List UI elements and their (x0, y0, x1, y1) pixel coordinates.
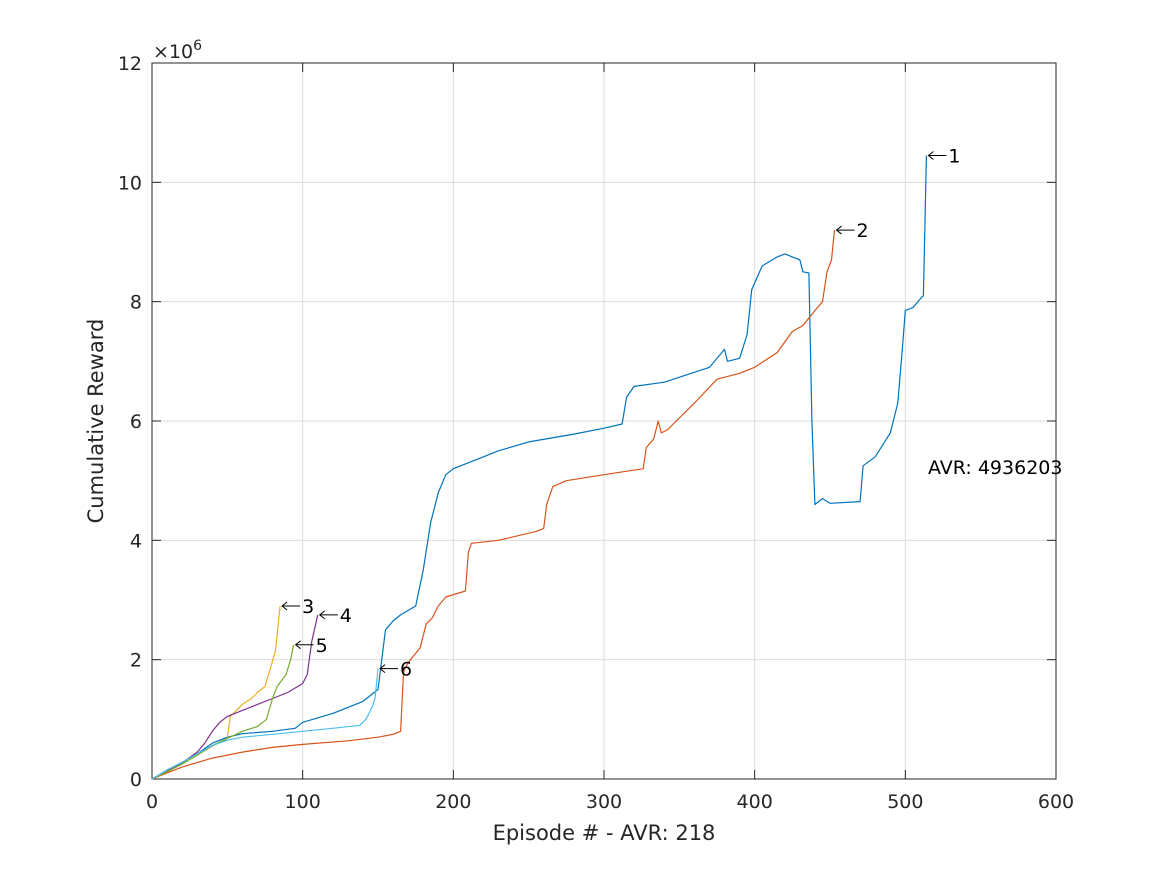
series-line-6 (151, 668, 379, 780)
x-tick-label: 400 (737, 791, 773, 813)
x-tick-label: 300 (586, 791, 622, 813)
series-arrowhead-2 (835, 225, 842, 235)
series-labels: 1 2 3 45 6 (281, 145, 961, 681)
series-line-1 (151, 155, 927, 780)
series-line-3 (151, 605, 281, 780)
series-label-4: 4 (340, 605, 352, 627)
x-tick-label: 600 (1038, 791, 1074, 813)
y-tick-label: 8 (130, 292, 142, 314)
x-axis-label: Episode # - AVR: 218 (493, 821, 716, 845)
y-tick-label: 4 (130, 530, 142, 552)
series-label-3: 3 (302, 596, 314, 618)
series-label-5: 5 (316, 635, 328, 657)
avr-annotation: AVR: 4936203 (928, 457, 1062, 479)
y-tick-label: 2 (130, 650, 142, 672)
y-tick-label: 0 (130, 769, 142, 791)
x-tick-label: 200 (435, 791, 471, 813)
series-arrowhead-3 (281, 601, 288, 611)
x-tick-label: 500 (887, 791, 923, 813)
series-arrowhead-4 (318, 610, 326, 620)
y-tick-label: 10 (118, 172, 142, 194)
x-tick-label: 100 (285, 791, 321, 813)
series-label-2: 2 (857, 220, 869, 242)
series-arrowhead-1 (927, 151, 934, 160)
series-arrowhead-6 (379, 664, 386, 674)
series-line-5 (151, 644, 295, 780)
series-lines (151, 155, 927, 780)
series-arrowhead-5 (294, 640, 301, 650)
series-line-2 (151, 230, 836, 780)
series-label-1: 1 (948, 145, 960, 167)
series-line-4 (151, 614, 319, 780)
ticks (151, 62, 1057, 780)
y-multiplier-label: ×106 (153, 38, 202, 63)
y-tick-label: 12 (118, 53, 142, 75)
y-axis-label: Cumulative Reward (84, 319, 108, 524)
series-label-6: 6 (400, 659, 412, 681)
x-tick-label: 0 (146, 791, 158, 813)
y-tick-label: 6 (130, 411, 142, 433)
